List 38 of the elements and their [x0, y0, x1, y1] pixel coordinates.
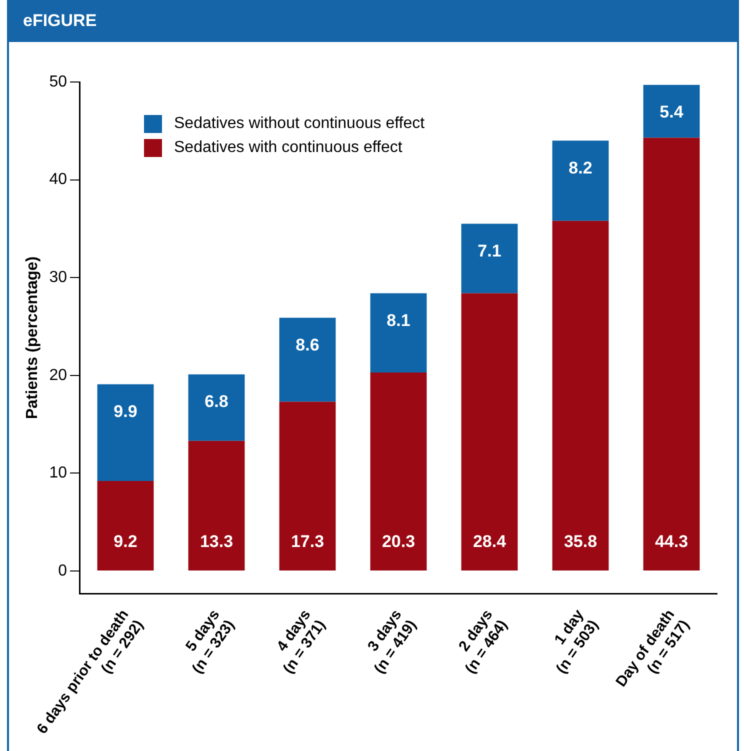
bar [97, 384, 154, 482]
data-label: 5.4 [660, 102, 684, 122]
bar [188, 374, 245, 441]
chart-title: eFIGURE [9, 0, 737, 42]
data-label: 13.3 [200, 532, 234, 552]
y-tick-label: 40 [49, 171, 68, 188]
bar [97, 481, 154, 571]
y-tick-label: 50 [49, 73, 68, 90]
y-tick-label: 0 [58, 562, 68, 580]
bar [643, 84, 700, 138]
bar [279, 402, 336, 571]
y-axis-title: Patients (percentage) [24, 256, 42, 420]
data-label: 17.3 [290, 532, 324, 552]
bar [370, 293, 427, 372]
data-label: 8.2 [568, 158, 592, 178]
data-label: 20.3 [382, 532, 416, 552]
data-label: 8.6 [296, 335, 320, 354]
data-label: 8.1 [386, 310, 410, 330]
bar [279, 318, 336, 402]
y-tick-label: 10 [49, 464, 68, 482]
bar [461, 293, 518, 571]
bar [461, 224, 518, 294]
data-label: 35.8 [564, 532, 598, 552]
data-label: 44.3 [654, 532, 688, 552]
data-label: 9.9 [114, 402, 138, 421]
legend-label: Sedatives without continuous effect [174, 115, 425, 133]
bar [552, 220, 609, 571]
legend-label: Sedatives with continuous effect [174, 139, 402, 157]
y-tick-label: 20 [49, 366, 68, 384]
bar [188, 440, 245, 571]
data-label: 28.4 [472, 532, 507, 552]
data-label: 7.1 [478, 242, 502, 260]
y-tick-label: 30 [49, 269, 68, 286]
data-label: 9.2 [114, 532, 138, 552]
bar [643, 138, 700, 571]
bar [552, 140, 609, 221]
data-label: 6.8 [204, 392, 228, 412]
bar [370, 372, 427, 571]
